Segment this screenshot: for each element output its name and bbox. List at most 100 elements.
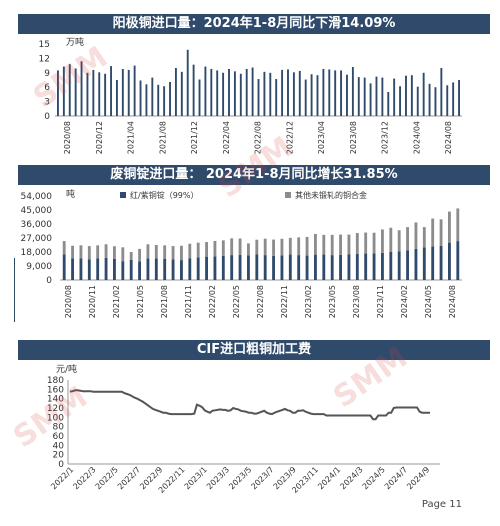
bar bbox=[434, 87, 437, 116]
bar bbox=[121, 68, 124, 116]
bar-segment bbox=[288, 237, 292, 255]
bar bbox=[334, 70, 337, 116]
bar-segment bbox=[381, 229, 384, 253]
x-tick-label: 2022/08 bbox=[256, 285, 265, 318]
bar bbox=[322, 68, 325, 116]
bar bbox=[157, 84, 160, 116]
x-tick-label: 2024/02 bbox=[400, 285, 409, 318]
bar-segment bbox=[238, 254, 242, 280]
y-tick-label: 40 bbox=[53, 441, 65, 451]
bar-segment bbox=[62, 254, 66, 280]
bar bbox=[440, 68, 443, 116]
bar bbox=[57, 70, 59, 116]
x-tick-label: 2022/04 bbox=[222, 121, 231, 154]
bar-segment bbox=[406, 250, 409, 280]
x-tick-label: 2021/08 bbox=[160, 285, 169, 318]
left-edge-mark bbox=[14, 258, 15, 322]
x-tick-label: 2024/3 bbox=[338, 465, 364, 491]
bar bbox=[92, 69, 95, 116]
x-tick-label: 2023/02 bbox=[304, 285, 313, 318]
x-tick-label: 2023/7 bbox=[249, 465, 275, 491]
legend-swatch bbox=[285, 192, 291, 198]
x-tick-label: 2024/04 bbox=[412, 121, 421, 154]
bar-segment bbox=[213, 240, 217, 257]
bar-segment bbox=[71, 245, 74, 259]
bar-segment bbox=[238, 238, 242, 255]
bar bbox=[251, 67, 254, 116]
y-tick-label: 18,000 bbox=[21, 248, 53, 258]
x-tick-label: 2023/5 bbox=[227, 465, 253, 491]
x-tick-label: 2024/7 bbox=[383, 465, 409, 491]
bar-segment bbox=[104, 244, 108, 258]
x-tick-label: 2022/08 bbox=[254, 121, 263, 154]
y-tick-label: 54,000 bbox=[21, 192, 53, 202]
bar bbox=[269, 72, 272, 116]
bar-segment bbox=[263, 238, 267, 256]
bar-segment bbox=[96, 258, 100, 280]
bar bbox=[422, 72, 425, 116]
y-axis-unit: 万吨 bbox=[66, 36, 84, 48]
bar-segment bbox=[138, 248, 141, 262]
bar-segment bbox=[330, 234, 334, 256]
bar bbox=[410, 75, 413, 116]
bar bbox=[287, 69, 289, 116]
bar-segment bbox=[439, 245, 443, 280]
y-tick-label: 3 bbox=[44, 98, 50, 108]
y-tick-label: 9,000 bbox=[26, 262, 52, 272]
bar-segment bbox=[297, 255, 301, 280]
x-tick-label: 2023/05 bbox=[328, 285, 337, 318]
y-tick-label: 80 bbox=[53, 423, 65, 433]
bar bbox=[86, 72, 89, 116]
bar-segment bbox=[213, 256, 217, 280]
y-tick-label: 140 bbox=[47, 395, 64, 405]
bar-segment bbox=[422, 227, 426, 248]
bar bbox=[346, 74, 348, 116]
x-tick-label: 2022/3 bbox=[71, 465, 97, 491]
x-tick-label: 2020/08 bbox=[63, 121, 72, 154]
bar-segment bbox=[247, 255, 250, 280]
bar bbox=[228, 68, 230, 116]
bar-segment bbox=[230, 238, 234, 256]
legend-label: 红/紫铜锭（99%） bbox=[130, 190, 198, 200]
bar-segment bbox=[397, 230, 401, 252]
bar-segment bbox=[355, 233, 359, 254]
bar-segment bbox=[188, 258, 192, 280]
bar bbox=[204, 66, 207, 116]
bar-segment bbox=[339, 254, 342, 280]
bar bbox=[163, 86, 166, 116]
x-tick-label: 2023/1 bbox=[183, 465, 209, 491]
bar-segment bbox=[364, 232, 368, 254]
bar bbox=[222, 72, 225, 116]
bar bbox=[340, 70, 343, 116]
bar-segment bbox=[347, 234, 351, 255]
bar bbox=[133, 65, 136, 116]
bar-segment bbox=[163, 245, 167, 259]
bar-segment bbox=[62, 241, 66, 255]
y-tick-label: 180 bbox=[47, 376, 64, 386]
y-tick-label: 36,000 bbox=[21, 220, 53, 230]
x-tick-label: 2022/12 bbox=[285, 121, 294, 154]
y-tick-label: 20 bbox=[53, 451, 65, 461]
y-tick-label: 120 bbox=[47, 404, 64, 414]
bar bbox=[68, 64, 71, 116]
x-tick-label: 2023/11 bbox=[376, 285, 385, 318]
x-tick-label: 2024/08 bbox=[444, 121, 453, 154]
bar-segment bbox=[305, 236, 309, 256]
y-axis-unit: 元/吨 bbox=[56, 363, 77, 375]
bar-segment bbox=[221, 255, 225, 280]
bar bbox=[245, 68, 248, 116]
bar bbox=[393, 78, 396, 116]
bar bbox=[151, 77, 154, 116]
bar-segment bbox=[414, 248, 418, 280]
bar bbox=[139, 80, 142, 116]
bar bbox=[304, 79, 307, 116]
bar bbox=[198, 79, 201, 116]
bar bbox=[298, 70, 301, 116]
x-tick-label: 2022/7 bbox=[116, 465, 142, 491]
y-tick-label: 0 bbox=[58, 460, 64, 470]
bar-segment bbox=[406, 227, 409, 251]
bar bbox=[233, 71, 236, 116]
y-tick-label: 100 bbox=[47, 413, 64, 423]
bar-segment bbox=[205, 242, 208, 257]
bar bbox=[416, 86, 419, 116]
